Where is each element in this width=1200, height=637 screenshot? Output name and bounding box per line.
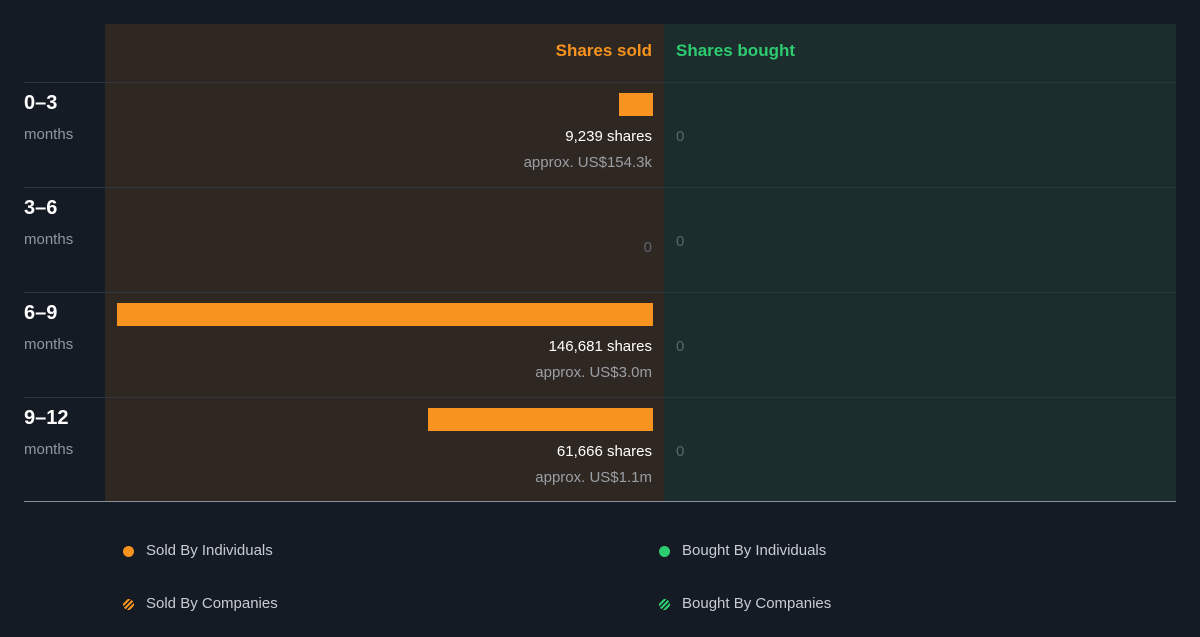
row-separator [24, 292, 1176, 293]
sold-bar [619, 93, 653, 116]
sold-value-label: approx. US$1.1m [535, 469, 652, 486]
sold-bar [117, 303, 653, 326]
legend-hatched-dot-icon [659, 599, 670, 610]
shares-sold-header: Shares sold [555, 41, 652, 60]
chart-baseline [24, 501, 1176, 502]
legend-label: Bought By Individuals [682, 542, 827, 559]
shares-bought-panel [664, 24, 1176, 501]
sold-value-label: approx. US$154.3k [523, 154, 652, 171]
bought-value-label: 0 [676, 443, 685, 460]
bought-value-label: 0 [676, 233, 685, 250]
legend-dot-icon [123, 546, 134, 557]
legend-label: Sold By Individuals [146, 542, 273, 559]
sold-zero-label: 0 [643, 239, 652, 256]
period-label: 6–9 [24, 302, 58, 324]
sold-shares-label: 146,681 shares [548, 338, 652, 355]
legend-dot-icon [659, 546, 670, 557]
sold-shares-label: 61,666 shares [556, 443, 652, 460]
sold-value-label: approx. US$3.0m [535, 364, 652, 381]
shares-bought-header: Shares bought [676, 41, 796, 60]
sold-shares-label: 9,239 shares [565, 128, 652, 145]
legend-label: Bought By Companies [682, 595, 832, 612]
bought-value-label: 0 [676, 338, 685, 355]
period-label: 9–12 [24, 407, 69, 429]
row-separator [24, 397, 1176, 398]
row-separator [24, 82, 1176, 83]
period-unit: months [24, 126, 74, 143]
period-unit: months [24, 441, 74, 458]
legend-hatched-dot-icon [123, 599, 134, 610]
period-label: 0–3 [24, 92, 58, 114]
insider-trading-chart: Shares sold Shares bought 0–3 months 9,239… [24, 24, 1176, 502]
sold-bar [427, 408, 653, 431]
period-unit: months [24, 336, 74, 353]
period-label: 3–6 [24, 197, 58, 219]
period-unit: months [24, 231, 74, 248]
legend-label: Sold By Companies [146, 595, 278, 612]
row-separator [24, 187, 1176, 188]
bought-value-label: 0 [676, 128, 685, 145]
